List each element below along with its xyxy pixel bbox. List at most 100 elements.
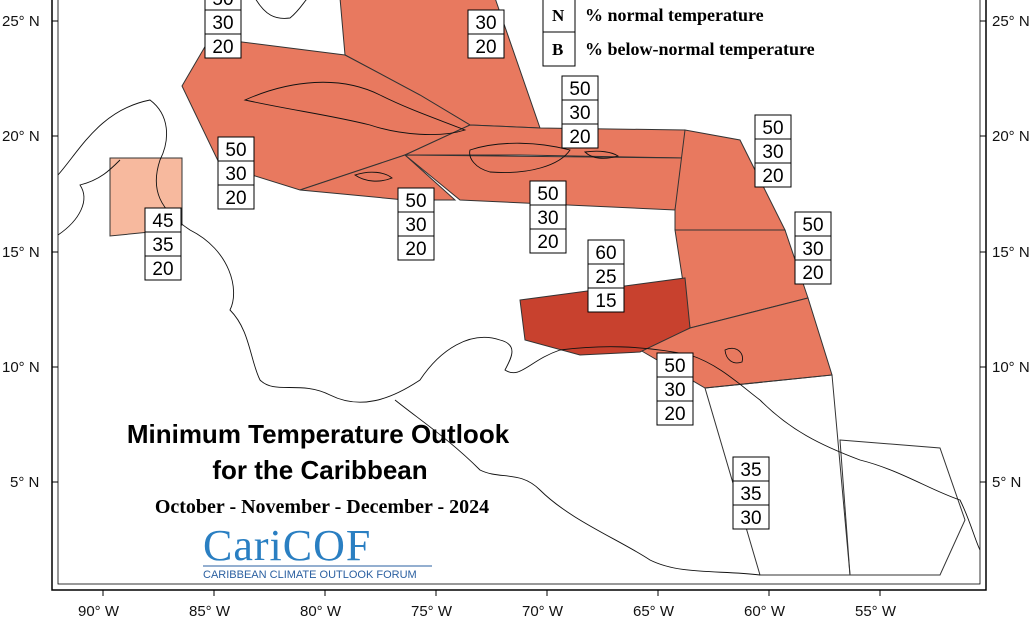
prob-value-abc-islands-above: 60: [595, 243, 616, 264]
lon-label-75w: 75° W: [411, 603, 453, 620]
prob-value-abc-islands-below: 15: [595, 291, 616, 312]
prob-value-leeward-islands-above: 50: [762, 118, 783, 139]
prob-box-trinidad-above: [656, 352, 694, 378]
prob-value-windward-islands-above: 50: [802, 215, 823, 236]
lat-label-20-left: 20° N: [2, 128, 40, 145]
lat-label-5-left: 5° N: [10, 474, 39, 491]
prob-value-bahamas-east-normal: 30: [475, 13, 496, 34]
legend-text-n: % normal temperature: [585, 5, 764, 25]
prob-box-trinidad-below: [656, 400, 694, 426]
prob-box-bahamas-east-below: [467, 33, 505, 59]
prob-value-bahamas-west-below: 20: [212, 37, 233, 58]
prob-box-bahamas-west-normal: [204, 9, 242, 35]
prob-box-leeward-islands-above: [754, 114, 792, 140]
prob-value-trinidad-below: 20: [664, 404, 685, 425]
coast-florida: [255, 0, 307, 19]
prob-value-cuba-west-above: 50: [225, 140, 246, 161]
lon-label-55w: 55° W: [855, 603, 897, 620]
legend-box-b: [542, 31, 576, 67]
lon-label-85w: 85° W: [189, 603, 231, 620]
prob-value-cuba-west-normal: 30: [225, 164, 246, 185]
prob-value-jamaica-below: 20: [405, 239, 426, 260]
legend-box-n: [542, 0, 576, 33]
prob-value-trinidad-above: 50: [664, 356, 685, 377]
prob-value-jamaica-above: 50: [405, 191, 426, 212]
prob-box-jamaica-normal: [397, 211, 435, 237]
prob-value-hispaniola-south-below: 20: [537, 232, 558, 253]
lat-label-25-left: 25° N: [2, 13, 40, 30]
prob-box-leeward-islands-normal: [754, 138, 792, 164]
prob-value-hispaniola-north-above: 50: [569, 79, 590, 100]
logo-wordmark: CariCOF: [203, 521, 371, 570]
map-title-line1: Minimum Temperature Outlook: [127, 419, 510, 449]
lat-label-5-right: 5° N: [992, 474, 1021, 491]
prob-value-hispaniola-south-above: 50: [537, 184, 558, 205]
prob-box-cuba-west-above: [217, 136, 255, 162]
prob-value-windward-islands-below: 20: [802, 263, 823, 284]
coast-cuba: [243, 81, 467, 136]
zone-french-guiana: [839, 439, 966, 576]
map-title-line2: for the Caribbean: [212, 455, 427, 485]
prob-box-guianas-below: [732, 504, 770, 530]
prob-box-cuba-west-normal: [217, 160, 255, 186]
longitude-axis: 90° W 85° W 80° W 75° W 70° W 65° W 60° …: [78, 590, 897, 620]
prob-value-belize-below: 20: [152, 259, 173, 280]
lon-label-90w: 90° W: [78, 603, 120, 620]
coastlines: [57, 0, 981, 576]
lat-label-15-right: 15° N: [992, 244, 1030, 261]
prob-value-hispaniola-north-normal: 30: [569, 103, 590, 124]
prob-box-windward-islands-normal: [794, 235, 832, 261]
prob-value-hispaniola-north-below: 20: [569, 127, 590, 148]
lon-label-70w: 70° W: [522, 603, 564, 620]
legend-text-b: % below-normal temperature: [585, 39, 815, 59]
prob-value-abc-islands-normal: 25: [595, 267, 616, 288]
prob-value-trinidad-normal: 30: [664, 380, 685, 401]
logo-subtitle: CARIBBEAN CLIMATE OUTLOOK FORUM: [203, 569, 417, 581]
lon-label-80w: 80° W: [300, 603, 342, 620]
coast-hispaniola: [469, 142, 571, 173]
prob-box-windward-islands-below: [794, 259, 832, 285]
prob-box-jamaica-below: [397, 235, 435, 261]
legend-letter-n: N: [552, 6, 565, 25]
prob-value-belize-above: 45: [152, 211, 173, 232]
coast-jamaica: [354, 171, 393, 182]
prob-value-guianas-above: 35: [740, 460, 761, 481]
coast-panama: [394, 399, 761, 576]
probability-boxes: 50 30 20 30 20 50 30 20 50 30 20 50 30 20 45 35 20 50 30 20…: [144, 0, 832, 530]
lat-label-10-left: 10° N: [2, 359, 40, 376]
prob-box-trinidad-normal: [656, 376, 694, 402]
map-season: October - November - December - 2024: [155, 496, 489, 518]
caricof-logo: CariCOF CARIBBEAN CLIMATE OUTLOOK FORUM: [203, 521, 432, 581]
prob-value-bahamas-west-normal: 30: [212, 13, 233, 34]
lat-label-25-right: 25° N: [992, 13, 1030, 30]
coast-south-america: [759, 399, 981, 551]
prob-box-leeward-islands-below: [754, 162, 792, 188]
prob-box-bahamas-west-below: [204, 33, 242, 59]
prob-box-belize-above: [144, 207, 182, 233]
lat-label-20-right: 20° N: [992, 128, 1030, 145]
prob-value-cuba-west-below: 20: [225, 188, 246, 209]
forecast-zones: [109, 0, 966, 576]
prob-box-cuba-west-below: [217, 184, 255, 210]
coast-trinidad: [724, 347, 743, 364]
zone-abc: [519, 277, 691, 356]
lon-label-65w: 65° W: [633, 603, 675, 620]
prob-box-belize-normal: [144, 231, 182, 257]
prob-box-hispaniola-south-normal: [529, 204, 567, 230]
coast-puerto-rico: [584, 150, 620, 159]
prob-value-bahamas-east-below: 20: [475, 37, 496, 58]
latitude-axis: 25° N 20° N 15° N 10° N 5° N 25° N 20° N…: [2, 13, 1030, 491]
coast-central-america: [57, 99, 761, 403]
prob-value-leeward-islands-normal: 30: [762, 142, 783, 163]
prob-value-belize-normal: 35: [152, 235, 173, 256]
prob-box-guianas-above: [732, 456, 770, 482]
prob-value-windward-islands-normal: 30: [802, 239, 823, 260]
legend: N % normal temperature B % below-normal …: [542, 0, 815, 67]
coast-mexico: [57, 159, 121, 236]
prob-box-belize-below: [144, 255, 182, 281]
prob-value-guianas-below: 30: [740, 508, 761, 529]
legend-letter-b: B: [552, 40, 563, 59]
prob-box-abc-islands-below: [587, 287, 625, 313]
prob-value-guianas-normal: 35: [740, 484, 761, 505]
